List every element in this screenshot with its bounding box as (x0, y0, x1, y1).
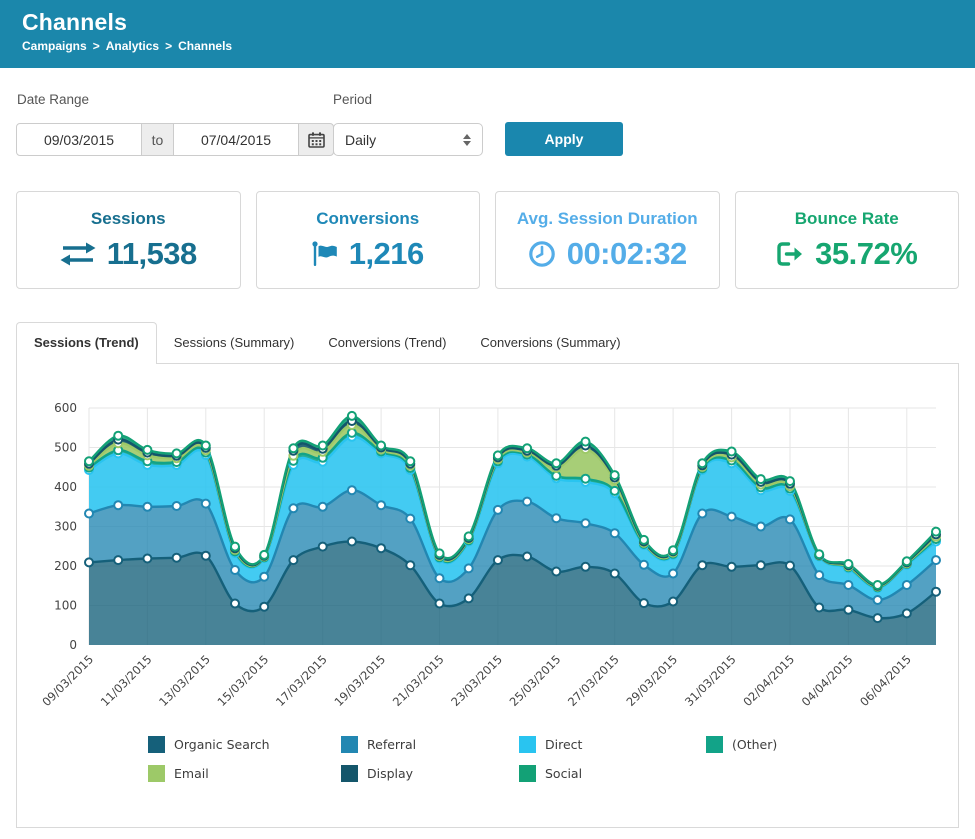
legend-label: Display (367, 766, 414, 781)
date-picker-button[interactable] (298, 123, 334, 156)
date-to-separator: to (141, 123, 174, 156)
legend-item-display: Display (341, 765, 519, 782)
bounce-rate-value: 35.72% (815, 235, 918, 271)
legend-item-referral: Referral (341, 736, 519, 753)
svg-text:100: 100 (54, 599, 77, 613)
tab-conversions-summary[interactable]: Conversions (Summary) (480, 335, 621, 350)
avg-session-duration-card: Avg. Session Duration 00:02:32 (495, 191, 720, 289)
date-to-input[interactable] (173, 123, 299, 156)
sessions-value: 11,538 (106, 235, 198, 271)
svg-text:02/04/2015: 02/04/2015 (740, 652, 797, 709)
breadcrumb-item-analytics[interactable]: Analytics (105, 39, 160, 53)
tab-conversions-trend[interactable]: Conversions (Trend) (328, 335, 447, 350)
legend-swatch (706, 736, 723, 753)
svg-text:200: 200 (54, 559, 77, 573)
period-select-value: Daily (345, 131, 377, 148)
flag-icon (312, 240, 337, 266)
bounce-rate-title: Bounce Rate (794, 208, 899, 228)
svg-text:15/03/2015: 15/03/2015 (215, 652, 272, 709)
stat-cards: Sessions 11,538 Conversions 1,216 Avg. S… (0, 191, 975, 289)
svg-text:25/03/2015: 25/03/2015 (507, 652, 564, 709)
apply-button[interactable]: Apply (505, 122, 623, 156)
date-range-label: Date Range (17, 92, 90, 107)
conversions-card: Conversions 1,216 (255, 191, 480, 289)
exchange-arrows-icon (60, 242, 96, 265)
sessions-trend-chart: 0 100 200 300 400 500 600 09/03/2015 11/03/2015 1… (17, 364, 958, 725)
avg-session-duration-title: Avg. Session Duration (516, 208, 698, 228)
svg-text:19/03/2015: 19/03/2015 (331, 652, 388, 709)
legend-swatch (519, 736, 536, 753)
svg-text:29/03/2015: 29/03/2015 (623, 652, 680, 709)
conversions-value: 1,216 (348, 235, 425, 271)
filters-bar: Date Range Period to Daily Apply (0, 68, 975, 173)
report-tabs: Sessions (Trend) Sessions (Summary) Conv… (16, 322, 975, 364)
legend-swatch (148, 765, 165, 782)
legend-label: (Other) (732, 737, 778, 752)
legend-label: Email (174, 766, 209, 781)
svg-text:600: 600 (54, 401, 77, 415)
legend-label: Direct (545, 737, 583, 752)
page-header: Channels Campaigns > Analytics > Channels (0, 0, 975, 68)
tab-sessions-trend[interactable]: Sessions (Trend) (16, 322, 157, 364)
chart-legend: Organic Search Referral Direct (Other) Email… (148, 736, 876, 782)
legend-item-email: Email (148, 765, 341, 782)
breadcrumb-item-campaigns[interactable]: Campaigns (22, 39, 87, 53)
clock-icon (528, 240, 555, 267)
breadcrumb: Campaigns > Analytics > Channels (22, 39, 975, 53)
period-label: Period (333, 92, 373, 107)
svg-text:06/04/2015: 06/04/2015 (857, 652, 914, 709)
sessions-card: Sessions 11,538 (16, 191, 241, 289)
breadcrumb-separator: > (92, 39, 100, 53)
tab-sessions-summary[interactable]: Sessions (Summary) (173, 335, 295, 350)
svg-text:13/03/2015: 13/03/2015 (156, 652, 213, 709)
svg-text:500: 500 (54, 441, 77, 455)
svg-text:27/03/2015: 27/03/2015 (565, 652, 622, 709)
bounce-rate-card: Bounce Rate 35.72% (734, 191, 959, 289)
svg-text:400: 400 (54, 480, 77, 494)
svg-text:17/03/2015: 17/03/2015 (273, 652, 330, 709)
page-title: Channels (22, 9, 128, 35)
sign-out-icon (777, 241, 803, 266)
legend-swatch (519, 765, 536, 782)
sessions-trend-panel: 0 100 200 300 400 500 600 09/03/2015 11/03/2015 1… (16, 363, 959, 828)
legend-swatch (341, 765, 358, 782)
svg-text:0: 0 (69, 638, 77, 652)
legend-label: Referral (367, 737, 417, 752)
svg-text:23/03/2015: 23/03/2015 (448, 652, 505, 709)
legend-item-direct: Direct (519, 736, 706, 753)
breadcrumb-separator: > (165, 39, 173, 53)
legend-label: Social (545, 766, 583, 781)
avg-session-duration-value: 00:02:32 (566, 235, 688, 271)
breadcrumb-item-channels: Channels (178, 39, 233, 53)
period-select[interactable]: Daily (333, 123, 483, 156)
date-from-input[interactable] (16, 123, 142, 156)
legend-swatch (341, 736, 358, 753)
legend-item-other: (Other) (706, 736, 876, 753)
svg-text:31/03/2015: 31/03/2015 (682, 652, 739, 709)
calendar-icon (307, 131, 325, 148)
svg-text:09/03/2015: 09/03/2015 (39, 652, 96, 709)
date-range-group: to (16, 123, 334, 156)
legend-item-organic-search: Organic Search (148, 736, 341, 753)
svg-text:04/04/2015: 04/04/2015 (799, 652, 856, 709)
legend-swatch (148, 736, 165, 753)
svg-text:11/03/2015: 11/03/2015 (98, 652, 155, 709)
sessions-card-title: Sessions (90, 208, 166, 228)
legend-label: Organic Search (174, 737, 270, 752)
svg-text:300: 300 (54, 520, 77, 534)
select-stepper-icon (463, 133, 471, 146)
conversions-card-title: Conversions (316, 208, 420, 228)
legend-item-social: Social (519, 765, 706, 782)
svg-text:21/03/2015: 21/03/2015 (390, 652, 447, 709)
